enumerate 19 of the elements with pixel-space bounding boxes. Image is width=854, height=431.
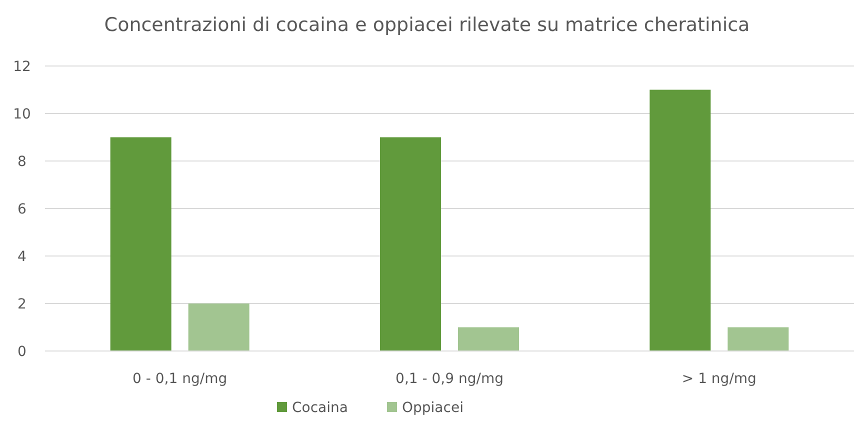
bar [650, 90, 711, 351]
bar [458, 327, 519, 351]
y-tick-label: 10 [13, 106, 31, 122]
y-tick-label: 6 [18, 201, 27, 218]
y-tick-label: 4 [18, 248, 27, 265]
x-tick-label: > 1 ng/mg [682, 371, 756, 387]
chart-title: Concentrazioni di cocaina e oppiacei rilevate su matrice cheratinica [104, 14, 750, 36]
legend-label: Oppiacei [402, 400, 464, 416]
x-tick-label: 0 - 0,1 ng/mg [132, 371, 228, 387]
y-tick-label: 2 [18, 296, 26, 312]
bar [380, 137, 441, 351]
y-tick-label: 0 [18, 344, 26, 360]
legend-label: Cocaina [292, 400, 348, 416]
x-tick-label: 0,1 - 0,9 ng/mg [396, 371, 504, 387]
bar [728, 327, 789, 351]
y-tick-label: 12 [13, 58, 31, 75]
bar [188, 304, 250, 351]
y-tick-label: 8 [18, 154, 26, 170]
bar [110, 137, 172, 351]
